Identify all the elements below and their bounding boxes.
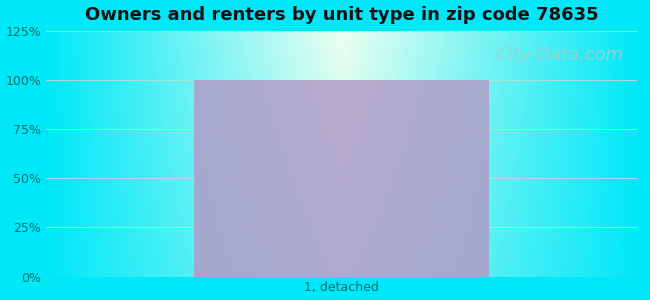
Bar — [194, 80, 489, 277]
Text: City-Data.com: City-Data.com — [495, 46, 623, 64]
Title: Owners and renters by unit type in zip code 78635: Owners and renters by unit type in zip c… — [85, 6, 599, 24]
